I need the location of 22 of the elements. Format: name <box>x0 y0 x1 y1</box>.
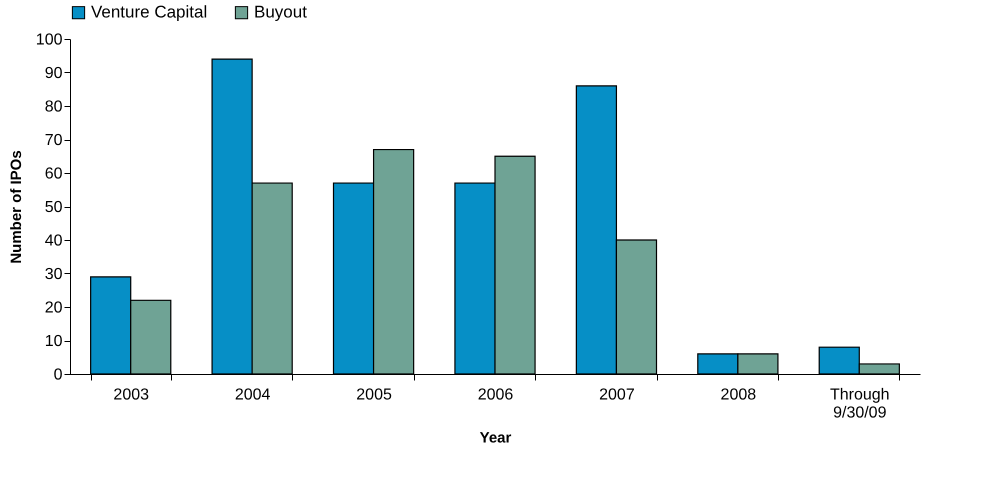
y-tick-label: 80 <box>44 98 63 116</box>
x-tick-label: 2006 <box>478 386 514 404</box>
y-tick-label: 0 <box>54 366 63 384</box>
y-tick-label: 100 <box>36 32 63 48</box>
y-tick-label: 20 <box>44 300 63 316</box>
y-tick-label: 40 <box>44 232 63 250</box>
x-tick-label: 2004 <box>234 386 271 404</box>
legend-label: Buyout <box>254 2 308 22</box>
legend-label: Venture Capital <box>91 2 208 22</box>
y-tick-label: 50 <box>44 199 63 216</box>
x-tick-label: Through 9/30/09 <box>830 386 890 422</box>
y-tick-label: 70 <box>44 132 63 149</box>
y-axis-title: Number of IPOs <box>8 150 25 264</box>
y-tick-label: 60 <box>44 166 63 182</box>
x-tick-label: 2008 <box>720 386 756 404</box>
y-tick-label: 90 <box>44 65 63 82</box>
y-tick-label: 30 <box>44 266 63 283</box>
x-tick-label: 2007 <box>599 386 635 404</box>
x-tick-label: 2003 <box>113 386 150 404</box>
x-axis-title: Year <box>480 430 512 446</box>
y-tick-label: 10 <box>44 333 63 350</box>
x-tick-label: 2005 <box>356 386 392 404</box>
